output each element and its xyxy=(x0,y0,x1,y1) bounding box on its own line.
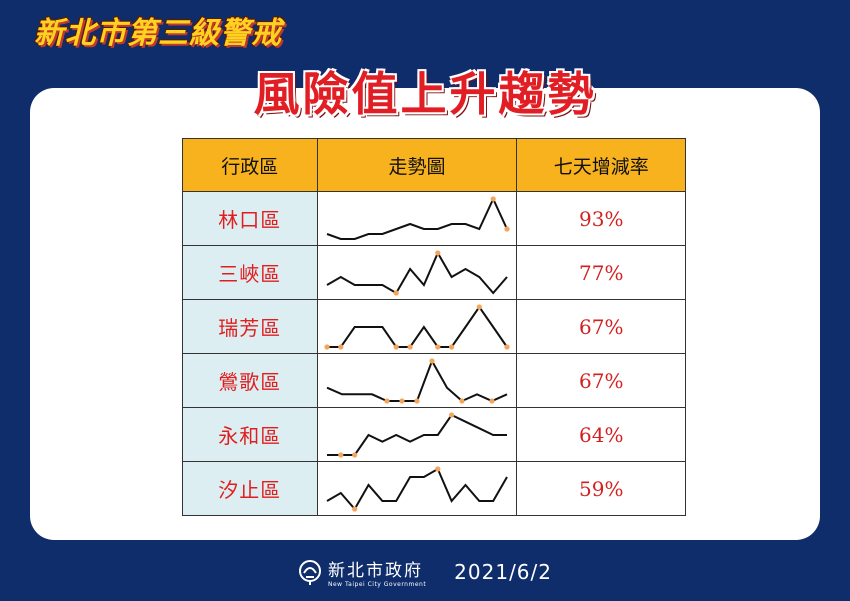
table-row: 三峽區 77% xyxy=(182,245,686,300)
logo-english-name: New Taipei City Government xyxy=(328,581,427,588)
trend-cell xyxy=(316,461,518,516)
sparkline-point xyxy=(324,343,330,350)
district-name: 三峽區 xyxy=(182,245,318,300)
risk-table: 行政區 走勢圖 七天增減率 林口區 93% 三峽區 77% 瑞芳區 67% 鶯歌區 67% 永和… xyxy=(182,138,686,516)
sparkline-point xyxy=(338,343,344,350)
sparkline-point xyxy=(435,249,441,256)
sparkline-line xyxy=(326,467,508,511)
alert-level-title: 新北市第三級警戒 xyxy=(34,16,282,51)
table-row: 瑞芳區 67% xyxy=(182,299,686,354)
report-date: 2021/6/2 xyxy=(454,560,552,584)
sparkline-chart xyxy=(327,411,507,458)
sparkline-point xyxy=(459,397,465,404)
trend-cell xyxy=(316,245,518,300)
sparkline-point xyxy=(393,343,399,350)
sparkline-point xyxy=(352,451,358,458)
sparkline-point xyxy=(399,397,405,404)
district-name: 鶯歌區 xyxy=(182,353,318,408)
table-row: 鶯歌區 67% xyxy=(182,353,686,408)
seven-day-rate: 67% xyxy=(516,353,686,408)
sparkline-point xyxy=(476,303,482,310)
sparkline-point xyxy=(490,195,496,202)
sparkline-chart xyxy=(326,357,508,404)
sparkline-line xyxy=(327,413,507,456)
trend-cell xyxy=(316,191,518,246)
sparkline-point xyxy=(435,343,441,350)
table-row: 林口區 93% xyxy=(182,191,686,246)
trend-cell xyxy=(316,299,518,354)
sparkline-line xyxy=(326,358,508,402)
sparkline-point xyxy=(393,289,399,296)
main-title: 風險值上升趨勢 xyxy=(253,67,597,121)
header-rate: 七天增減率 xyxy=(516,138,686,192)
sparkline-point xyxy=(489,397,495,404)
sparkline-chart xyxy=(326,249,508,296)
sparkline-chart xyxy=(326,195,510,240)
sparkline-point xyxy=(449,411,455,418)
header-trend: 走勢圖 xyxy=(316,138,518,192)
seven-day-rate: 67% xyxy=(516,299,686,354)
sparkline-chart xyxy=(326,465,508,512)
sparkline-point xyxy=(449,343,455,350)
trend-cell xyxy=(316,407,518,462)
government-logo: 新北市政府 New Taipei City Government xyxy=(298,556,426,588)
sparkline-point xyxy=(407,343,413,350)
sparkline-point xyxy=(504,225,510,232)
seven-day-rate: 77% xyxy=(516,245,686,300)
sparkline-point xyxy=(435,465,441,472)
sparkline-point xyxy=(384,397,390,404)
district-name: 瑞芳區 xyxy=(182,299,318,354)
table-row: 汐止區 59% xyxy=(182,461,686,516)
footer: 新北市政府 New Taipei City Government 2021/6/… xyxy=(0,552,850,592)
district-name: 汐止區 xyxy=(182,461,318,516)
table-row: 永和區 64% xyxy=(182,407,686,462)
seven-day-rate: 93% xyxy=(516,191,686,246)
city-emblem-icon xyxy=(299,560,321,585)
sparkline-point xyxy=(338,451,344,458)
seven-day-rate: 64% xyxy=(516,407,686,462)
table-header-row: 行政區 走勢圖 七天增減率 xyxy=(182,138,686,192)
district-name: 永和區 xyxy=(182,407,318,462)
sparkline-point xyxy=(504,343,510,350)
sparkline-point xyxy=(352,505,358,512)
sparkline-chart xyxy=(324,303,510,350)
sparkline-line xyxy=(326,250,508,295)
sparkline-point xyxy=(414,397,420,404)
sparkline-line xyxy=(326,196,508,240)
trend-cell xyxy=(316,353,518,408)
sparkline-line xyxy=(327,304,508,348)
seven-day-rate: 59% xyxy=(516,461,686,516)
district-name: 林口區 xyxy=(182,191,318,246)
header-district: 行政區 xyxy=(182,138,318,192)
sparkline-point xyxy=(429,357,435,364)
logo-chinese-name: 新北市政府 xyxy=(328,561,423,581)
